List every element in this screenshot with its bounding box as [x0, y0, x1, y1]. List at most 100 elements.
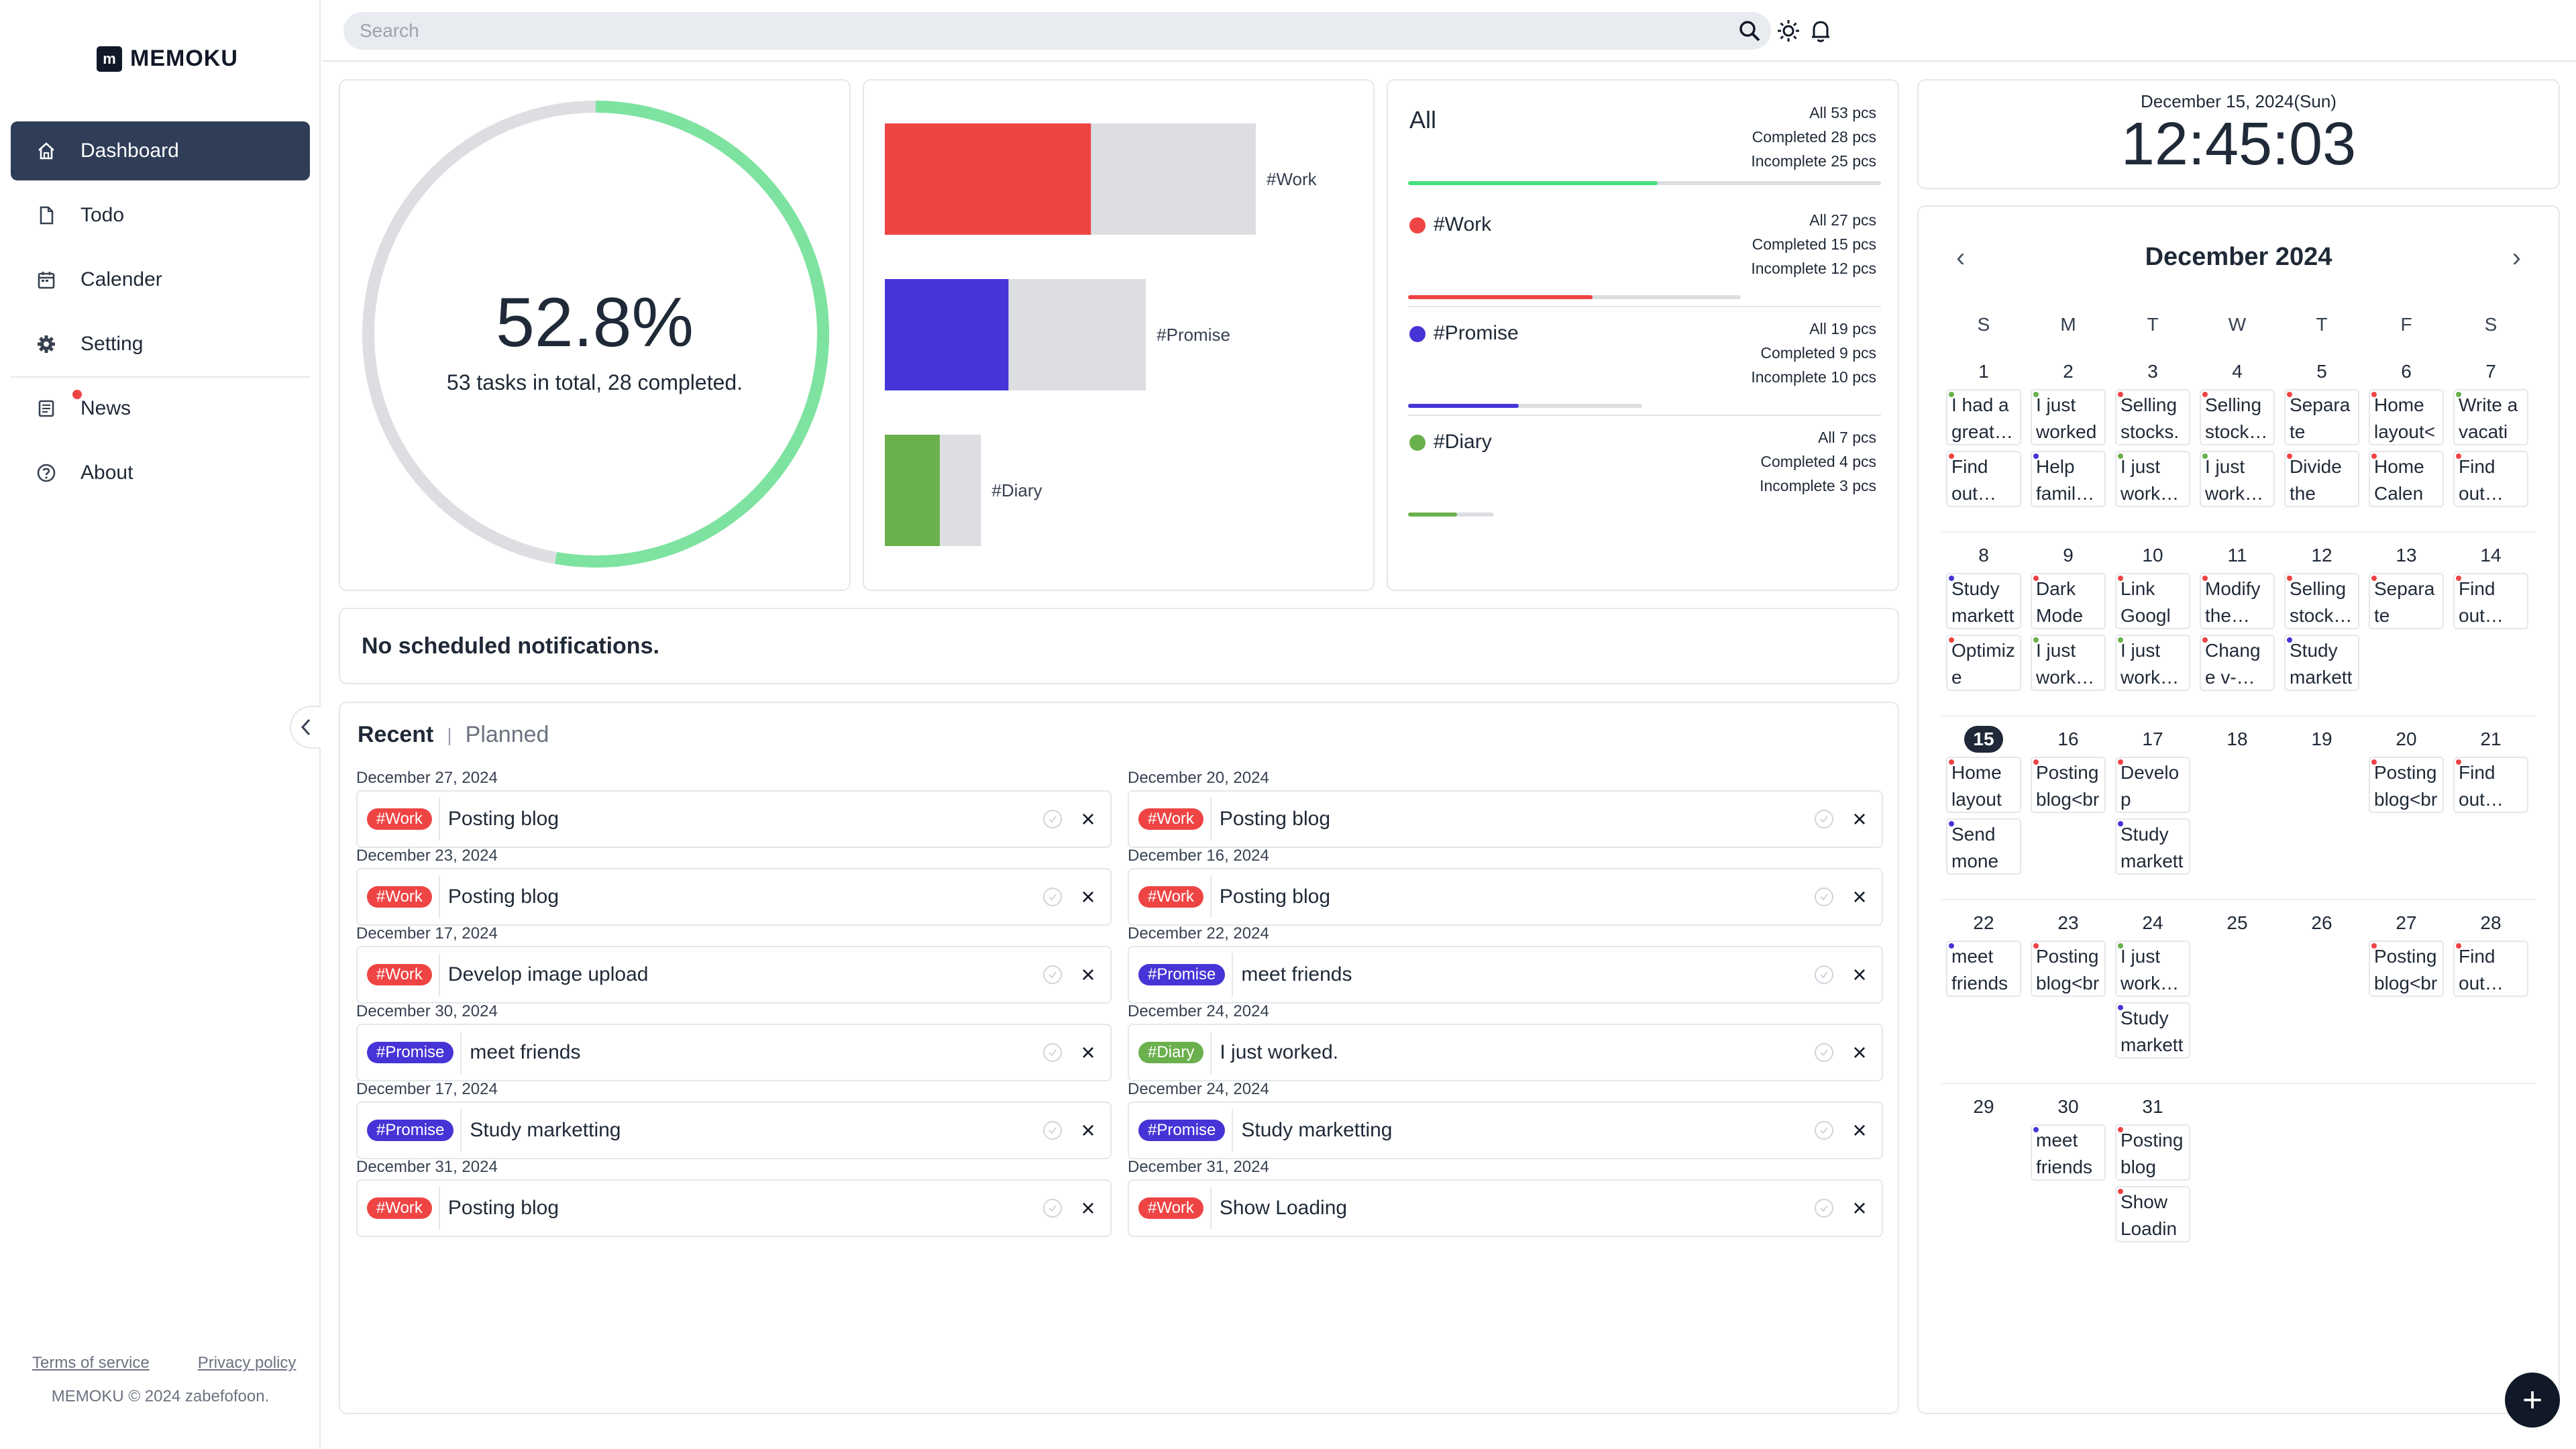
- todo-delete-button[interactable]: ×: [1081, 883, 1095, 910]
- todo-row[interactable]: #Work Develop image upload ×: [356, 946, 1112, 1004]
- calendar-event[interactable]: meet friends: [2031, 1124, 2106, 1181]
- calendar-event[interactable]: I just work…: [2031, 635, 2106, 691]
- sidebar-item-about[interactable]: About: [11, 443, 310, 502]
- todo-complete-checkbox[interactable]: [1815, 1121, 1833, 1140]
- calendar-day[interactable]: 9: [2026, 542, 2110, 569]
- todo-tag[interactable]: #Work: [367, 808, 432, 830]
- todo-tag[interactable]: #Promise: [367, 1042, 454, 1063]
- todo-row[interactable]: #Promise Study marketting ×: [1128, 1102, 1883, 1159]
- todo-delete-button[interactable]: ×: [1081, 961, 1095, 988]
- calendar-event[interactable]: Posting blog<br/: [2369, 941, 2444, 997]
- todo-tag[interactable]: #Work: [1138, 886, 1203, 908]
- calendar-event[interactable]: Posting blog<br/: [2369, 757, 2444, 813]
- calendar-event[interactable]: Modify the…: [2200, 573, 2275, 629]
- calendar-event[interactable]: I just worked.: [2031, 389, 2106, 445]
- todo-complete-checkbox[interactable]: [1815, 1043, 1833, 1062]
- todo-tag[interactable]: #Work: [1138, 1197, 1203, 1219]
- todo-row[interactable]: #Work Posting blog ×: [356, 790, 1112, 848]
- calendar-event[interactable]: I just work…: [2115, 635, 2190, 691]
- todo-complete-checkbox[interactable]: [1043, 965, 1062, 984]
- tab-recent[interactable]: Recent: [358, 722, 434, 747]
- todo-delete-button[interactable]: ×: [1852, 1194, 1867, 1222]
- terms-link[interactable]: Terms of service: [32, 1354, 150, 1372]
- sidebar-item-todo[interactable]: Todo: [11, 186, 310, 245]
- privacy-link[interactable]: Privacy policy: [197, 1354, 297, 1372]
- calendar-event[interactable]: Selling stock…: [2284, 573, 2359, 629]
- calendar-event[interactable]: Dark Mode…: [2031, 573, 2106, 629]
- calendar-event[interactable]: Home layout: [1946, 757, 2021, 813]
- calendar-event[interactable]: I just work…: [2115, 941, 2190, 997]
- calendar-day[interactable]: 23: [2026, 910, 2110, 936]
- calendar-event[interactable]: Selling stock…: [2200, 389, 2275, 445]
- calendar-event[interactable]: Posting blog<br/: [2031, 757, 2106, 813]
- todo-complete-checkbox[interactable]: [1815, 965, 1833, 984]
- calendar-day[interactable]: 31: [2110, 1093, 2195, 1120]
- todo-complete-checkbox[interactable]: [1815, 1199, 1833, 1218]
- todo-text[interactable]: Show Loading: [1219, 1197, 1348, 1219]
- todo-row[interactable]: #Promise meet friends ×: [1128, 946, 1883, 1004]
- todo-row[interactable]: #Work Show Loading ×: [1128, 1179, 1883, 1237]
- calendar-event[interactable]: Develop imag…: [2115, 757, 2190, 813]
- calendar-day[interactable]: 24: [2110, 910, 2195, 936]
- todo-delete-button[interactable]: ×: [1852, 883, 1867, 910]
- calendar-event[interactable]: Study marketti: [2115, 818, 2190, 875]
- calendar-event[interactable]: Posting blog: [2115, 1124, 2190, 1181]
- sidebar-item-news[interactable]: News: [11, 379, 310, 438]
- calendar-event[interactable]: Find out…: [2453, 573, 2528, 629]
- todo-tag[interactable]: #Promise: [1138, 1120, 1226, 1141]
- todo-row[interactable]: #Diary I just worked. ×: [1128, 1024, 1883, 1081]
- calendar-event[interactable]: Home Calen…: [2369, 451, 2444, 507]
- calendar-day[interactable]: 12: [2279, 542, 2364, 569]
- calendar-next-button[interactable]: ›: [2512, 243, 2521, 272]
- todo-text[interactable]: Posting blog: [447, 808, 559, 830]
- calendar-event[interactable]: I just work…: [2200, 451, 2275, 507]
- calendar-event[interactable]: Study marketti: [2284, 635, 2359, 691]
- todo-tag[interactable]: #Work: [367, 1197, 432, 1219]
- calendar-day[interactable]: 7: [2449, 358, 2533, 385]
- todo-tag[interactable]: #Diary: [1138, 1042, 1204, 1063]
- calendar-event[interactable]: I just work…: [2115, 451, 2190, 507]
- calendar-day[interactable]: 11: [2195, 542, 2279, 569]
- calendar-event[interactable]: Separate the…: [2369, 573, 2444, 629]
- calendar-day[interactable]: 25: [2195, 910, 2279, 936]
- todo-delete-button[interactable]: ×: [1081, 1116, 1095, 1144]
- collapse-sidebar-button[interactable]: [290, 706, 321, 749]
- calendar-day[interactable]: 2: [2026, 358, 2110, 385]
- calendar-day[interactable]: 29: [1941, 1093, 2026, 1120]
- todo-delete-button[interactable]: ×: [1081, 805, 1095, 833]
- todo-row[interactable]: #Work Posting blog ×: [1128, 790, 1883, 848]
- calendar-day[interactable]: 17: [2110, 726, 2195, 753]
- todo-complete-checkbox[interactable]: [1043, 888, 1062, 906]
- sidebar-item-calender[interactable]: Calender: [11, 250, 310, 309]
- calendar-day[interactable]: 19: [2279, 726, 2364, 753]
- todo-text[interactable]: meet friends: [1241, 963, 1352, 985]
- todo-tag[interactable]: #Promise: [367, 1120, 454, 1141]
- todo-row[interactable]: #Promise meet friends ×: [356, 1024, 1112, 1081]
- search-icon[interactable]: [1737, 19, 1762, 43]
- calendar-day[interactable]: 28: [2449, 910, 2533, 936]
- calendar-day[interactable]: 22: [1941, 910, 2026, 936]
- todo-tag[interactable]: #Work: [367, 964, 432, 985]
- todo-complete-checkbox[interactable]: [1043, 810, 1062, 828]
- calendar-day[interactable]: 5: [2279, 358, 2364, 385]
- calendar-day[interactable]: 3: [2110, 358, 2195, 385]
- todo-complete-checkbox[interactable]: [1043, 1043, 1062, 1062]
- calendar-event[interactable]: Show Loading: [2115, 1186, 2190, 1242]
- calendar-event[interactable]: I had a great…: [1946, 389, 2021, 445]
- todo-row[interactable]: #Work Posting blog ×: [356, 868, 1112, 926]
- calendar-event[interactable]: meet friends<: [1946, 941, 2021, 997]
- calendar-day[interactable]: 16: [2026, 726, 2110, 753]
- calendar-day[interactable]: 20: [2364, 726, 2449, 753]
- todo-text[interactable]: Posting blog: [1219, 808, 1331, 830]
- calendar-event[interactable]: Divide the ta…: [2284, 451, 2359, 507]
- todo-complete-checkbox[interactable]: [1043, 1121, 1062, 1140]
- todo-text[interactable]: Study marketting: [470, 1119, 621, 1141]
- calendar-day[interactable]: 21: [2449, 726, 2533, 753]
- todo-text[interactable]: Posting blog: [1219, 885, 1331, 908]
- todo-row[interactable]: #Work Posting blog ×: [356, 1179, 1112, 1237]
- calendar-day[interactable]: 1: [1941, 358, 2026, 385]
- todo-text[interactable]: Study marketting: [1241, 1119, 1393, 1141]
- add-todo-button[interactable]: +: [2505, 1373, 2560, 1428]
- calendar-day[interactable]: 6: [2364, 358, 2449, 385]
- todo-text[interactable]: meet friends: [470, 1041, 581, 1063]
